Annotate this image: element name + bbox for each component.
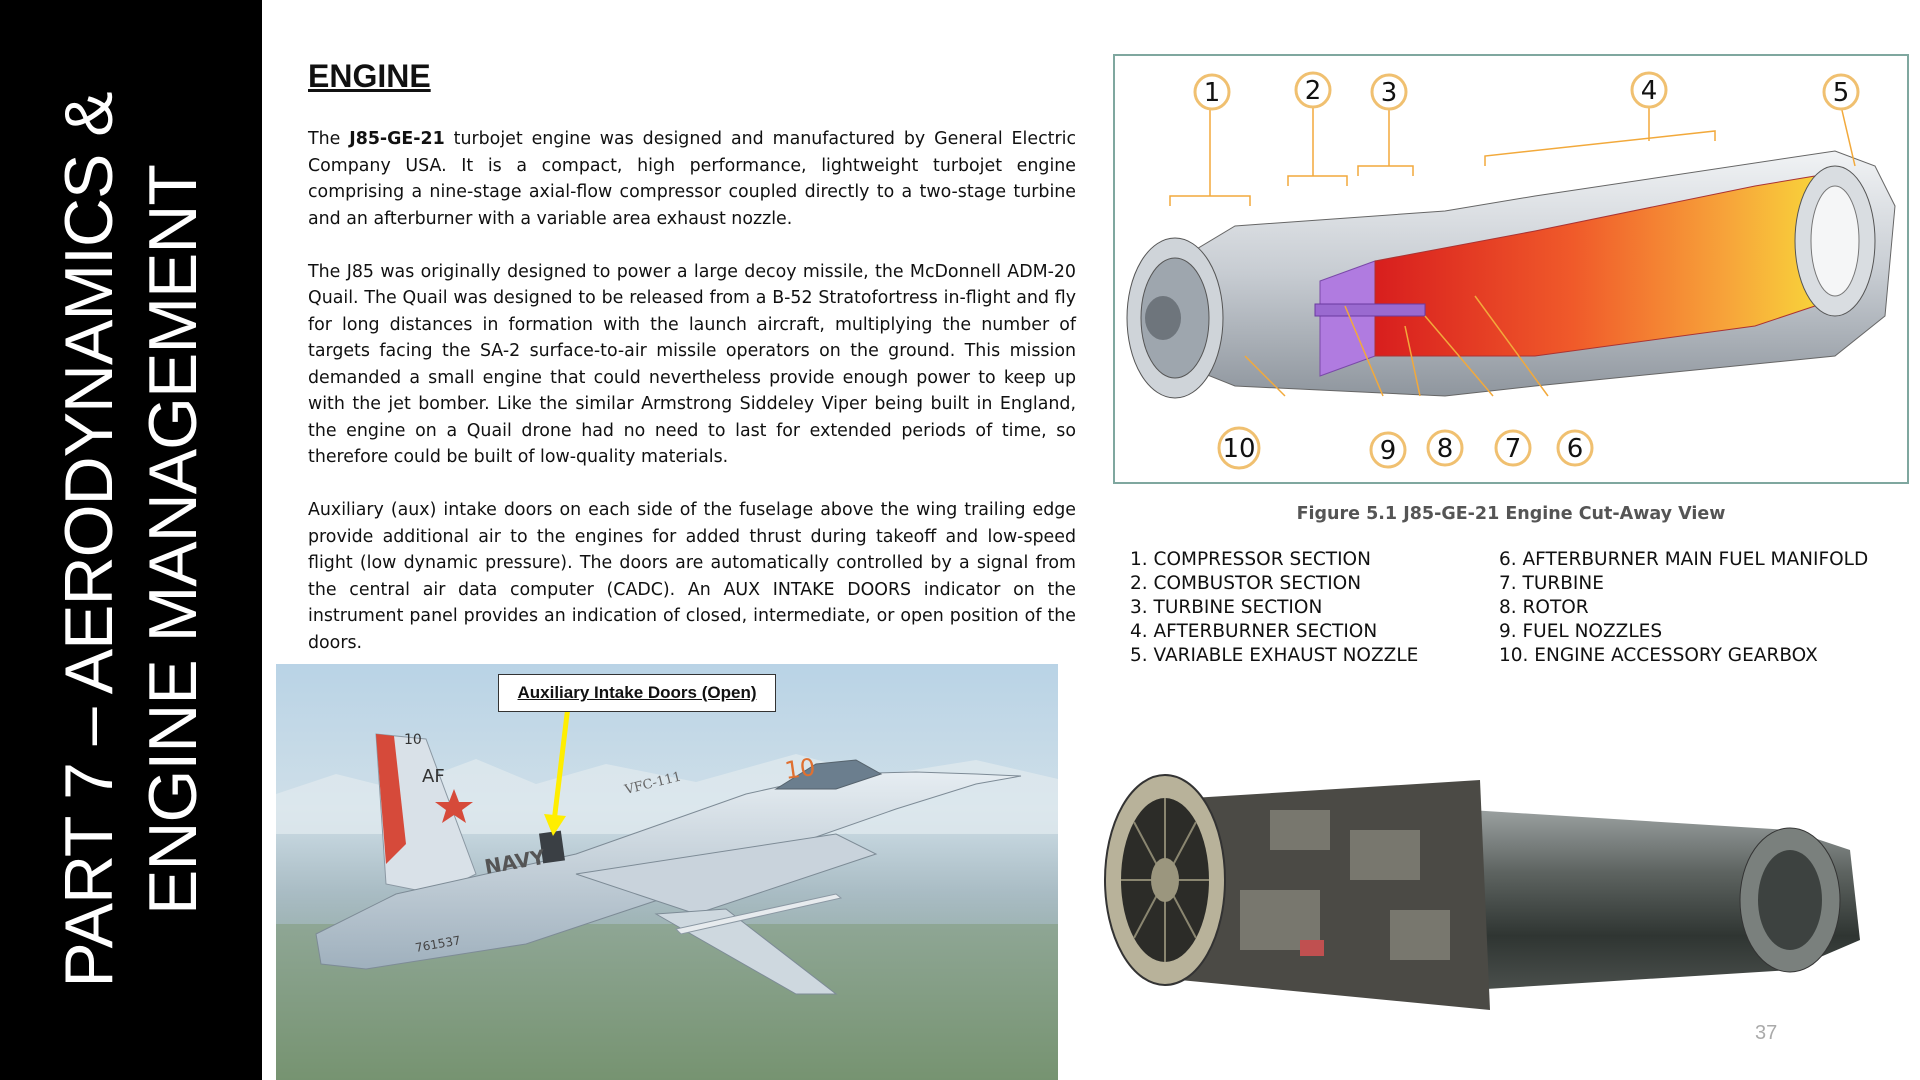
p1-intro: The: [308, 129, 350, 149]
callout-10-label: 10: [1222, 434, 1255, 464]
legend-item: 6. AFTERBURNER MAIN FUEL MANIFOLD: [1499, 549, 1869, 570]
p1-rest: turbojet engine was designed and manufac…: [308, 129, 1077, 229]
engine-cutaway-figure: 1 2 3 4 5 6 7 8 9 10: [1113, 54, 1909, 484]
callout-1-label: 1: [1204, 78, 1221, 108]
paragraph-2: The J85 was originally designed to power…: [308, 261, 1076, 468]
callout-6: [1556, 429, 1594, 467]
callout-8-label: 8: [1437, 434, 1454, 464]
tail-mark: AF: [422, 766, 445, 787]
legend-item: 1. COMPRESSOR SECTION: [1130, 549, 1371, 570]
legend-left: 1. COMPRESSOR SECTION 2. COMBUSTOR SECTI…: [1130, 548, 1418, 668]
section-sidebar: PART 7 – AERODYNAMICS & ENGINE MANAGEMEN…: [0, 0, 262, 1080]
callout-4-label: 4: [1641, 76, 1658, 106]
callout-4: [1630, 71, 1668, 109]
engine-model: J85-GE-21: [349, 129, 445, 149]
figure-caption: Figure 5.1 J85-GE-21 Engine Cut-Away Vie…: [1296, 504, 1726, 524]
callout-1: [1193, 73, 1231, 111]
chapter-title-line2: ENGINE MANAGEMENT: [135, 165, 211, 915]
callout-5-label: 5: [1833, 78, 1850, 108]
callout-6-label: 6: [1567, 434, 1584, 464]
legend-item: 7. TURBINE: [1499, 573, 1604, 594]
page-number: 37: [1755, 1022, 1778, 1044]
legend-item: 4. AFTERBURNER SECTION: [1130, 621, 1378, 642]
engine-cutaway-illustration: 1 2 3 4 5 6 7 8 9 10: [1126, 71, 1896, 470]
callout-9: [1369, 431, 1407, 469]
engine-photo: [1104, 774, 1860, 1010]
callout-2-label: 2: [1305, 76, 1322, 106]
body-text: The J85-GE-21 turbojet engine was design…: [308, 126, 1076, 683]
aircraft-photo: 10 AF NAVY VFC-111 10 761537: [276, 664, 1058, 1080]
legend-item: 3. TURBINE SECTION: [1130, 597, 1323, 618]
legend-right: 6. AFTERBURNER MAIN FUEL MANIFOLD 7. TUR…: [1499, 548, 1868, 668]
callout-3: [1370, 73, 1408, 111]
callout-7: [1494, 429, 1532, 467]
intake-doors-label: Auxiliary Intake Doors (Open): [498, 674, 776, 712]
callout-7-label: 7: [1505, 434, 1522, 464]
callout-3-label: 3: [1381, 78, 1398, 108]
nose-number: 10: [783, 753, 817, 785]
section-title: ENGINE: [308, 58, 431, 94]
chapter-title-line1: PART 7 – AERODYNAMICS &: [51, 92, 127, 988]
legend-item: 5. VARIABLE EXHAUST NOZZLE: [1130, 645, 1419, 666]
chapter-title: PART 7 – AERODYNAMICS & ENGINE MANAGEMEN…: [47, 92, 215, 987]
legend-item: 8. ROTOR: [1499, 597, 1589, 618]
legend-item: 2. COMBUSTOR SECTION: [1130, 573, 1362, 594]
callout-9-label: 9: [1380, 436, 1397, 466]
callout-8: [1426, 429, 1464, 467]
legend-item: 9. FUEL NOZZLES: [1499, 621, 1663, 642]
callout-2: [1294, 71, 1332, 109]
legend-item: 10. ENGINE ACCESSORY GEARBOX: [1499, 645, 1818, 666]
tail-code: 10: [404, 732, 422, 748]
callout-10: [1217, 426, 1261, 470]
paragraph-3: Auxiliary (aux) intake doors on each sid…: [308, 500, 1076, 653]
paragraph-1: The J85-GE-21 turbojet engine was design…: [308, 126, 1076, 232]
callout-5: [1822, 73, 1860, 111]
